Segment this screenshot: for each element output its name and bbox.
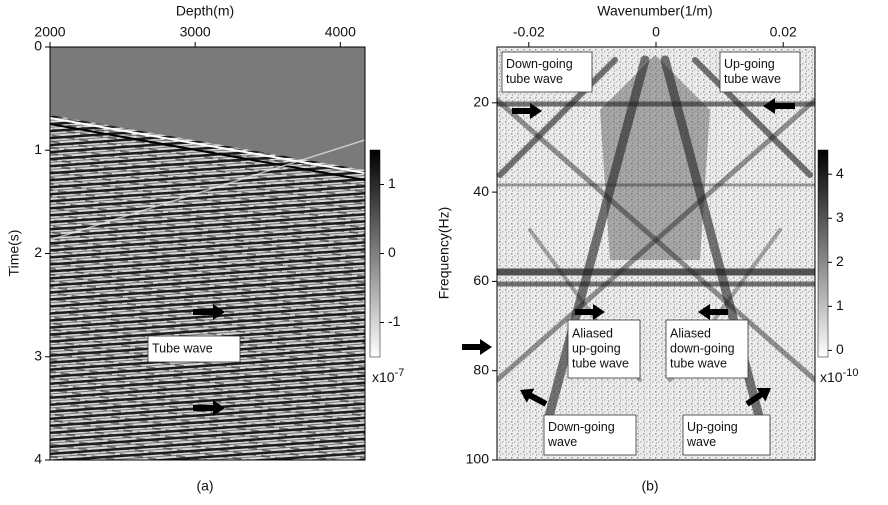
arrow <box>193 304 225 320</box>
annotation-text: Aliased <box>572 326 613 340</box>
colorbar-tick-label: 2 <box>836 253 844 269</box>
colorbar-multiplier: x10-7 <box>372 367 404 385</box>
y-tick-label: 20 <box>473 94 489 110</box>
annotation-text: Up-going <box>687 420 738 434</box>
arrow <box>462 339 492 355</box>
colorbar-tick-label: 1 <box>388 175 396 191</box>
annotation-box <box>665 319 749 379</box>
y-tick-label: 4 <box>34 451 42 467</box>
annotation-text: down-going <box>670 341 735 355</box>
arrow <box>763 98 795 114</box>
y-tick-label: 100 <box>466 451 490 467</box>
multiplier-exponent: -10 <box>843 367 859 379</box>
colorbar-tick-label: -1 <box>388 313 401 329</box>
arrow <box>193 400 225 416</box>
x-tick-label: 0 <box>652 24 660 40</box>
colorbar <box>369 149 381 358</box>
annotation-text: tube wave <box>670 356 727 370</box>
y-tick-label: 1 <box>34 141 42 157</box>
x-tick-label: 3000 <box>180 24 211 40</box>
caption: (b) <box>641 478 658 494</box>
colorbar-tick-label: 1 <box>836 297 844 313</box>
multiplier-exponent: -7 <box>395 367 405 379</box>
multiplier-base: x10 <box>820 369 843 385</box>
annotation-box <box>719 51 801 93</box>
fk-spectrum <box>497 47 815 460</box>
annotation-text: Aliased <box>670 326 711 340</box>
x-tick-label: -0.02 <box>513 24 545 40</box>
annotation-text: Down-going <box>548 420 615 434</box>
annotation-box <box>682 414 771 456</box>
colorbar-tick-label: 4 <box>836 165 844 181</box>
colorbar-tick-label: 3 <box>836 209 844 225</box>
y-tick-label: 0 <box>34 38 42 54</box>
arrow <box>745 388 771 407</box>
y-tick-label: 40 <box>473 183 489 199</box>
y-tick-label: 60 <box>473 272 489 288</box>
colorbar <box>817 149 829 358</box>
annotation-text: Up-going <box>724 57 775 71</box>
annotation-text: tube wave <box>506 72 563 86</box>
annotation-text: Down-going <box>506 57 573 71</box>
colorbar-tick-label: 0 <box>836 341 844 357</box>
annotation-text: wave <box>547 435 577 449</box>
arrow <box>575 304 605 320</box>
y-axis-label: Time(s) <box>6 230 22 277</box>
colorbar-tick-label: 0 <box>388 244 396 260</box>
y-tick-label: 3 <box>34 347 42 363</box>
colorbar-multiplier: x10-10 <box>820 367 858 385</box>
annotation-text: wave <box>686 435 716 449</box>
multiplier-base: x10 <box>372 369 395 385</box>
x-axis-label: Depth(m) <box>176 3 234 19</box>
annotation-box <box>567 319 641 379</box>
annotation-box <box>543 414 637 456</box>
arrow <box>512 103 542 119</box>
caption: (a) <box>196 478 213 494</box>
y-tick-label: 2 <box>34 244 42 260</box>
annotation-text: Tube wave <box>152 341 213 355</box>
x-tick-label: 4000 <box>325 24 356 40</box>
x-tick-label: 2000 <box>34 24 65 40</box>
x-tick-label: 0.02 <box>770 24 797 40</box>
x-axis-label: Wavenumber(1/m) <box>597 3 712 19</box>
annotation-text: tube wave <box>572 356 629 370</box>
annotation-box <box>147 335 241 363</box>
arrow <box>698 304 728 320</box>
y-axis-label: Frequency(Hz) <box>436 207 452 300</box>
seismic-image <box>50 47 365 460</box>
arrow <box>520 388 548 407</box>
annotation-box <box>501 51 593 93</box>
y-tick-label: 80 <box>473 361 489 377</box>
annotation-text: tube wave <box>724 72 781 86</box>
annotation-text: up-going <box>572 341 621 355</box>
